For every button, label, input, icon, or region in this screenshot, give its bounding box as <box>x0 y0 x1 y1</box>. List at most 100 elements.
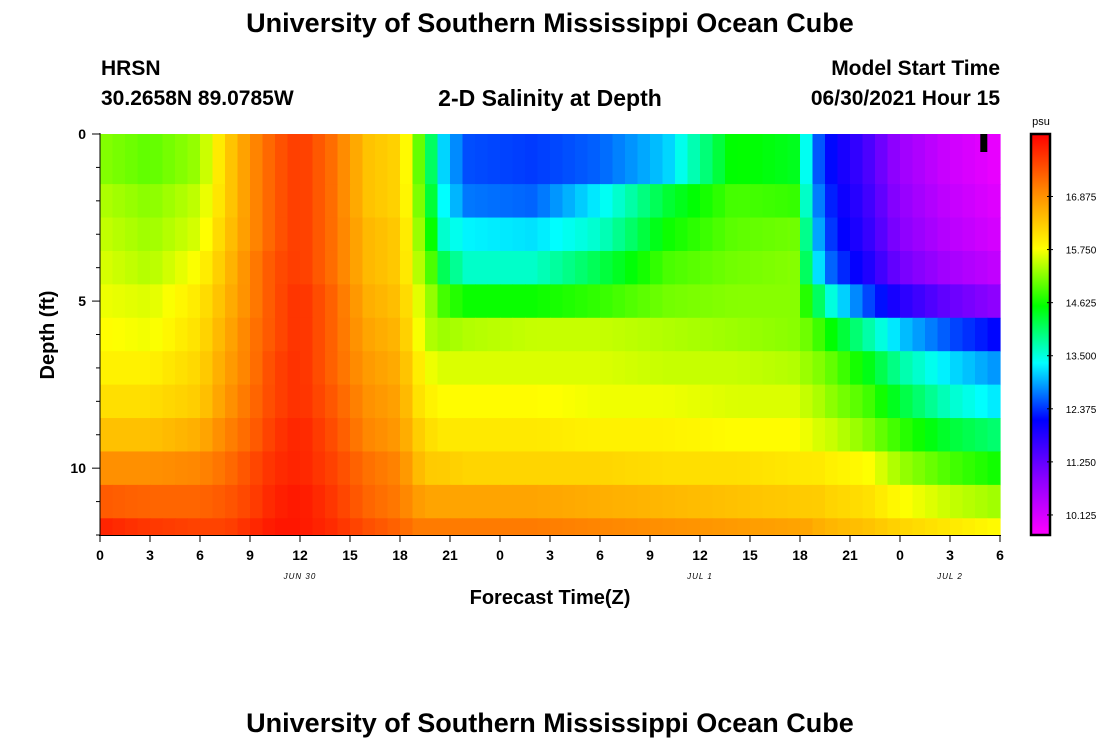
heatmap-cell <box>237 250 251 285</box>
heatmap-cell <box>162 484 176 519</box>
heatmap-cell <box>600 250 614 285</box>
heatmap-cell <box>937 384 951 419</box>
heatmap-cell <box>612 184 626 219</box>
heatmap-cell <box>412 217 426 252</box>
heatmap-cell <box>675 217 689 252</box>
heatmap-cell <box>425 518 439 536</box>
heatmap-cell <box>525 184 539 219</box>
heatmap-cell <box>800 418 814 453</box>
heatmap-cell <box>625 384 639 419</box>
heatmap-cell <box>900 250 914 285</box>
heatmap-cell <box>175 284 189 319</box>
heatmap-cell <box>912 284 926 319</box>
heatmap-cell <box>475 250 489 285</box>
heatmap-cell <box>687 134 701 185</box>
heatmap-cell <box>962 317 976 352</box>
heatmap-cell <box>275 250 289 285</box>
heatmap-cell <box>100 484 114 519</box>
heatmap-cell <box>650 384 664 419</box>
heatmap-cell <box>475 451 489 486</box>
heatmap-cell <box>875 184 889 219</box>
heatmap-cell <box>275 217 289 252</box>
heatmap-cell <box>162 317 176 352</box>
heatmap-cell <box>950 317 964 352</box>
heatmap-cell <box>125 134 139 185</box>
heatmap-cell <box>662 250 676 285</box>
heatmap-cell <box>150 134 164 185</box>
heatmap-cell <box>100 451 114 486</box>
heatmap-cell <box>362 134 376 185</box>
heatmap-cell <box>825 484 839 519</box>
heatmap-cell <box>487 134 501 185</box>
heatmap-cell <box>200 484 214 519</box>
heatmap-cell <box>450 351 464 386</box>
heatmap-cell <box>362 384 376 419</box>
heatmap-cell <box>725 184 739 219</box>
heatmap-cell <box>387 451 401 486</box>
heatmap-cell <box>675 451 689 486</box>
heatmap-cell <box>987 518 1001 536</box>
heatmap-cell <box>612 250 626 285</box>
heatmap-cell <box>187 384 201 419</box>
heatmap-cell <box>412 484 426 519</box>
heatmap-cell <box>737 351 751 386</box>
heatmap-cell <box>812 418 826 453</box>
colorbar-gradient <box>1029 132 1052 537</box>
heatmap-cell <box>775 284 789 319</box>
heatmap-cell <box>400 134 414 185</box>
heatmap-cell <box>987 451 1001 486</box>
heatmap-cell <box>687 217 701 252</box>
heatmap-cell <box>975 384 989 419</box>
heatmap-cell <box>762 184 776 219</box>
heatmap-cell <box>137 484 151 519</box>
heatmap-cell <box>712 518 726 536</box>
heatmap-cell <box>362 351 376 386</box>
heatmap-cell <box>900 317 914 352</box>
heatmap-cell <box>225 518 239 536</box>
heatmap-cell <box>500 317 514 352</box>
heatmap-cell <box>125 384 139 419</box>
x-tick-label: 21 <box>842 547 858 563</box>
heatmap-cell <box>625 250 639 285</box>
heatmap-cell <box>112 351 126 386</box>
heatmap-cell <box>575 351 589 386</box>
heatmap-cell <box>475 384 489 419</box>
heatmap-cell <box>550 384 564 419</box>
heatmap-cell <box>950 284 964 319</box>
x-tick-label: 9 <box>246 547 254 563</box>
heatmap-cell <box>100 134 114 185</box>
heatmap-cell <box>325 384 339 419</box>
heatmap-cell <box>450 284 464 319</box>
heatmap-cell <box>187 451 201 486</box>
heatmap-cell <box>275 351 289 386</box>
heatmap-cell <box>687 184 701 219</box>
heatmap-cell <box>562 250 576 285</box>
heatmap-cell <box>650 184 664 219</box>
heatmap-cell <box>462 217 476 252</box>
heatmap-cell <box>850 418 864 453</box>
heatmap-cell <box>100 384 114 419</box>
heatmap-cell <box>800 250 814 285</box>
x-tick-label: 6 <box>596 547 604 563</box>
heatmap-cell <box>700 250 714 285</box>
heatmap-cell <box>262 351 276 386</box>
heatmap-cell <box>425 351 439 386</box>
heatmap-cell <box>562 351 576 386</box>
heatmap-cell <box>475 518 489 536</box>
heatmap-cell <box>837 451 851 486</box>
heatmap-cell <box>600 351 614 386</box>
heatmap-cell <box>975 451 989 486</box>
heatmap-cell <box>237 384 251 419</box>
heatmap-cell <box>187 351 201 386</box>
heatmap-cell <box>187 134 201 185</box>
heatmap-cell <box>887 250 901 285</box>
heatmap-cell <box>875 317 889 352</box>
heatmap-cell <box>487 384 501 419</box>
heatmap-cell <box>162 518 176 536</box>
heatmap-cell <box>687 317 701 352</box>
heatmap-cell <box>900 184 914 219</box>
heatmap-cell <box>287 451 301 486</box>
heatmap-cell <box>475 418 489 453</box>
heatmap-cell <box>387 484 401 519</box>
heatmap-cell <box>600 284 614 319</box>
